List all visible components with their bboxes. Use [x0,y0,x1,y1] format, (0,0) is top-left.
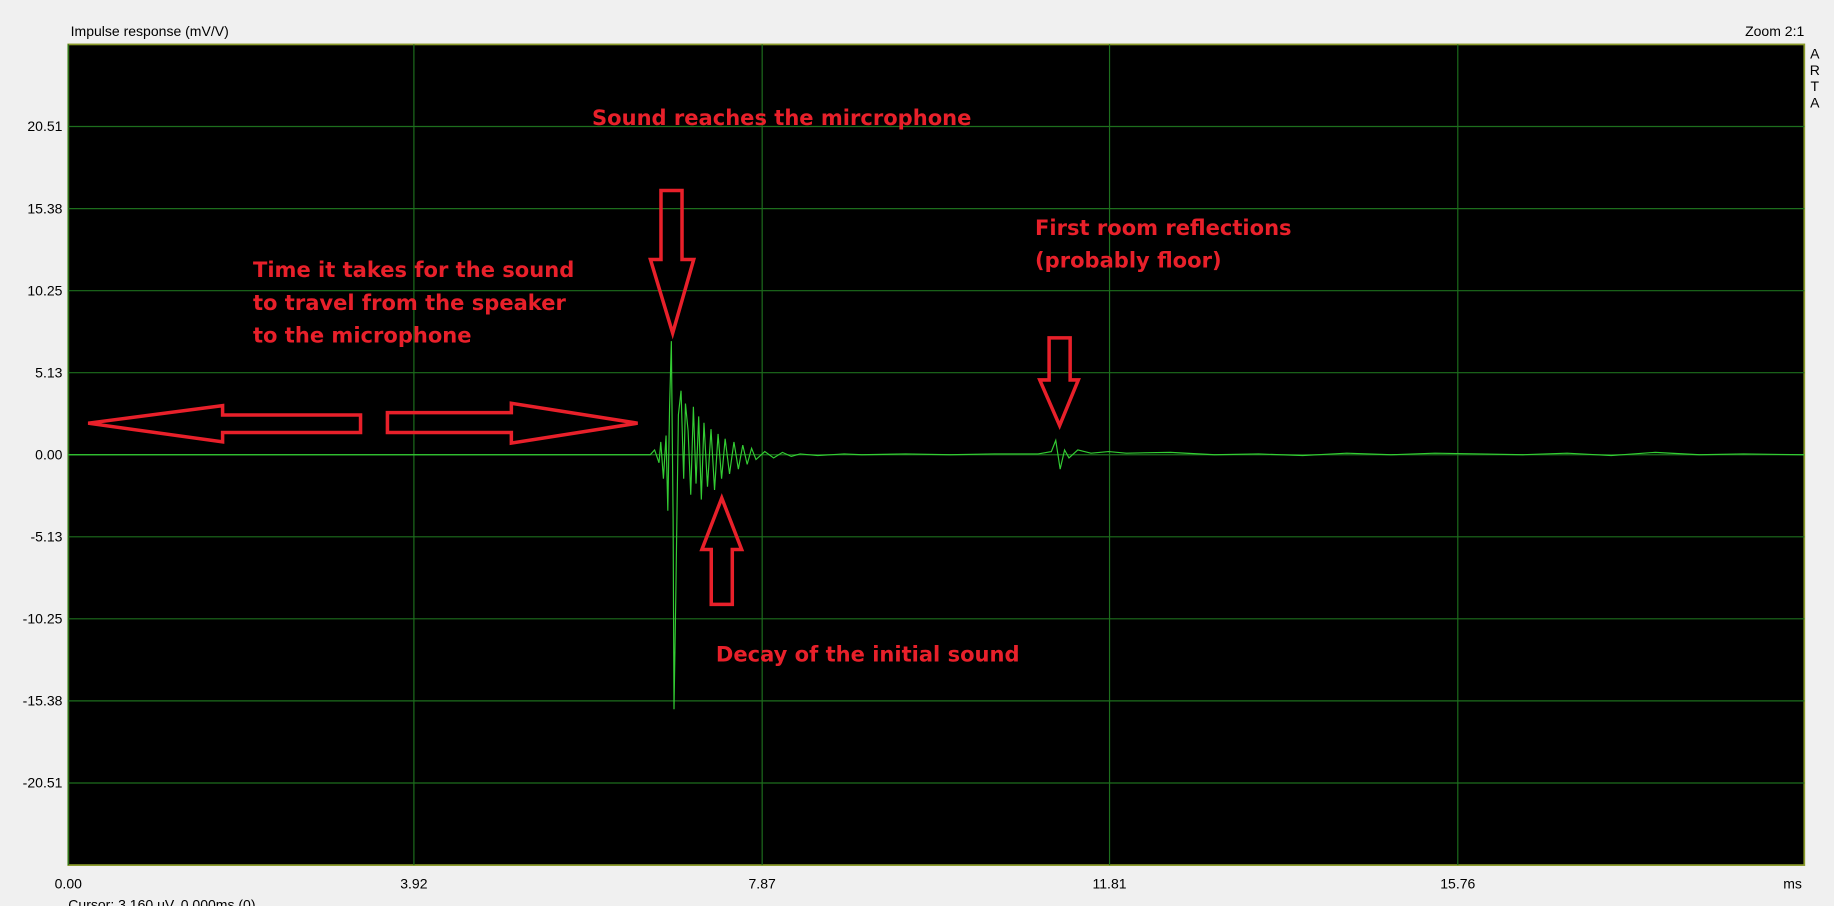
x-tick-label: 15.76 [1440,875,1475,891]
arrow [87,403,363,444]
annotation: Decay of the initial sound [716,642,1020,667]
arrow [1037,336,1081,431]
brand-letter: T [1811,78,1820,94]
x-tick-label: 11.81 [1093,875,1127,891]
arrow [648,188,697,340]
y-tick-label: 10.25 [27,282,62,298]
zoom-label: Zoom 2:1 [1745,23,1804,39]
y-tick-label: -5.13 [30,529,62,545]
signal-line [68,341,1805,710]
y-tick-label: 20.51 [27,118,62,134]
y-tick-label: 5.13 [35,364,62,380]
y-tick-label: 0.00 [35,446,62,462]
brand-letter: A [1810,95,1820,111]
y-tick-label: -10.25 [23,610,63,626]
chart-title: Impulse response (mV/V) [71,23,229,39]
annotation: First room reflections [1035,215,1292,240]
y-tick-label: 15.38 [27,200,62,216]
brand-letter: R [1810,62,1820,78]
annotation: (probably floor) [1035,248,1222,273]
x-tick-label: 3.92 [400,875,427,891]
annotation: to travel from the speaker [253,290,566,315]
arrow [699,493,745,607]
marks [68,341,1805,710]
y-tick-label: -20.51 [23,775,63,791]
arrow [385,401,638,446]
x-unit: ms [1783,875,1802,891]
annotation: Sound reaches the mircrophone [592,105,971,130]
y-tick-label: -15.38 [23,693,63,709]
annotation: to the microphone [253,323,472,348]
cursor-readout: Cursor: 3.160 uV, 0.000ms (0) [68,897,255,906]
annotations: Sound reaches the mircrophone Time it ta… [87,105,1292,667]
x-tick-label: 0.00 [55,875,82,891]
brand-letter: A [1810,45,1820,61]
x-tick-label: 7.87 [749,875,776,891]
annotation: Time it takes for the sound [253,257,574,282]
